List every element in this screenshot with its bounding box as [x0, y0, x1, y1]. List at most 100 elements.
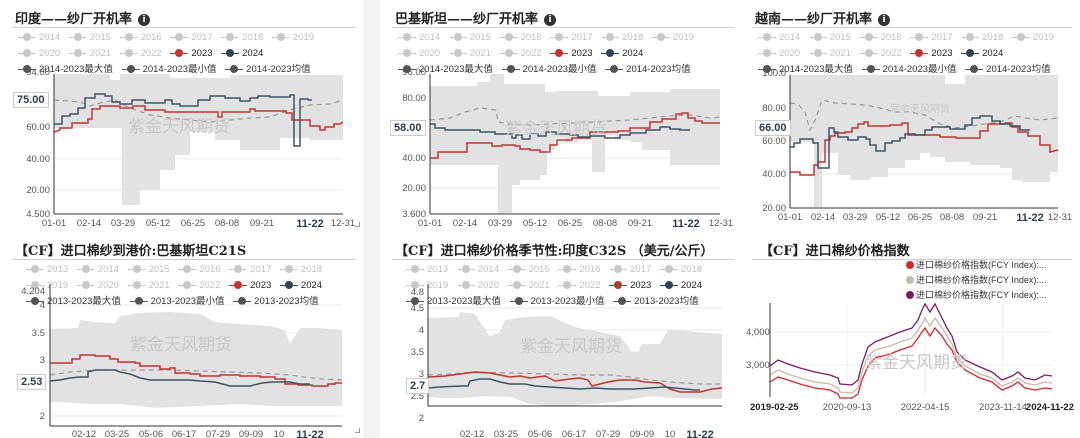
legend-item-2019[interactable]: 2019 [271, 30, 314, 46]
svg-text:4.8: 4.8 [411, 287, 424, 298]
legend-item-2018[interactable]: 2018 [659, 262, 702, 278]
legend-item-2023[interactable]: 2023 [910, 46, 952, 62]
legend-item-2018[interactable]: 2018 [601, 30, 643, 46]
legend-item-2021[interactable]: 2021 [448, 46, 491, 62]
legend-item-2022[interactable]: 2022 [119, 46, 162, 62]
legend-item-2016[interactable]: 2016 [178, 262, 220, 278]
legend-item-2017[interactable]: 2017 [550, 30, 592, 46]
legend-item-2024[interactable]: 2024 [659, 278, 702, 294]
legend-item-2020[interactable]: 2020 [456, 278, 499, 294]
legend-item-2019[interactable]: 2019 [406, 278, 448, 294]
legend-item-series-1[interactable]: 进口棉纱价格指数(FCY Index):... [906, 258, 1046, 273]
chart-plot[interactable]: 紫金天风期货 4.8 4.5 4 3.5 3 2.5 2 02-12 03-25… [380, 232, 742, 438]
legend-item-max[interactable]: 2014-2023最大值 [758, 62, 853, 78]
legend-item-2019[interactable]: 2019 [1011, 30, 1054, 46]
legend-item-2022[interactable]: 2022 [499, 46, 542, 62]
legend-item-2021[interactable]: 2021 [68, 46, 111, 62]
chart-plot[interactable]: 紫金天风期货 100.0 80.00 60.00 40.00 20.00 01-… [740, 0, 1080, 232]
legend-item-min[interactable]: 2014-2023最小值 [861, 62, 957, 78]
legend-item-2014[interactable]: 2014 [758, 30, 800, 46]
legend-item-2019[interactable]: 2019 [26, 278, 68, 294]
legend-item-2015[interactable]: 2015 [448, 30, 491, 46]
legend-item-max[interactable]: 2013-2023最大值 [26, 294, 121, 310]
legend-item-2023[interactable]: 2023 [229, 278, 271, 294]
legend-item-2014[interactable]: 2014 [398, 30, 440, 46]
legend-item-2021[interactable]: 2021 [808, 46, 851, 62]
legend-item-2020[interactable]: 2020 [758, 46, 800, 62]
legend-item-2024[interactable]: 2024 [961, 46, 1003, 62]
legend-item-max[interactable]: 2014-2023最大值 [18, 62, 113, 78]
svg-text:4.204: 4.204 [21, 286, 45, 297]
chart-plot[interactable]: 紫金天风期货 4.204 4 3.5 3 2 02-12 03-25 05-06… [0, 232, 363, 438]
chart-plot[interactable]: 紫金天风期货 4,000 3,000 2019-02-25 2020-09-13… [740, 232, 1080, 438]
legend-item-avg[interactable]: 2014-2023均值 [965, 62, 1051, 78]
legend-item-2018[interactable]: 2018 [961, 30, 1003, 46]
legend-item-2013[interactable]: 2013 [406, 262, 448, 278]
title-divider [392, 27, 734, 28]
legend-item-min[interactable]: 2014-2023最小值 [501, 62, 597, 78]
legend-item-2016[interactable]: 2016 [558, 262, 600, 278]
legend-marker-icon [26, 281, 44, 290]
legend-item-2024[interactable]: 2024 [221, 46, 263, 62]
legend-item-min[interactable]: 2013-2023最小值 [129, 294, 225, 310]
legend-item-avg[interactable]: 2013-2023均值 [233, 294, 319, 310]
svg-text:4: 4 [419, 325, 424, 336]
legend-item-max[interactable]: 2014-2023最大值 [398, 62, 493, 78]
legend-item-2019[interactable]: 2019 [651, 30, 694, 46]
legend-item-2022[interactable]: 2022 [859, 46, 902, 62]
info-icon[interactable]: i [544, 14, 557, 26]
legend-item-2016[interactable]: 2016 [859, 30, 902, 46]
chart-plot[interactable]: 紫金天风期货 96.00 80.00 40.00 20.00 3.600 01-… [380, 0, 742, 232]
legend-item-series-3[interactable]: 进口棉纱价格指数(FCY Index):... [906, 288, 1046, 303]
legend-item-2015[interactable]: 2015 [68, 30, 111, 46]
legend-item-2022[interactable]: 2022 [558, 278, 600, 294]
legend-item-2017[interactable]: 2017 [910, 30, 952, 46]
legend-item-avg[interactable]: 2014-2023均值 [225, 62, 311, 78]
info-icon[interactable]: i [138, 14, 151, 26]
legend-item-2024[interactable]: 2024 [279, 278, 322, 294]
legend-item-2015[interactable]: 2015 [507, 262, 550, 278]
legend-item-2018[interactable]: 2018 [279, 262, 322, 278]
legend-item-2021[interactable]: 2021 [127, 278, 170, 294]
legend-item-2020[interactable]: 2020 [18, 46, 60, 62]
legend-item-2013[interactable]: 2013 [26, 262, 68, 278]
chart-legend: 进口棉纱价格指数(FCY Index):... 进口棉纱价格指数(FCY Ind… [906, 258, 1046, 303]
legend-item-2016[interactable]: 2016 [499, 30, 542, 46]
chart-plot[interactable]: 紫金天风期货 94.00 60.00 40.00 20.00 4.500 01-… [0, 0, 363, 232]
legend-item-2023[interactable]: 2023 [609, 278, 651, 294]
legend-item-2014[interactable]: 2014 [18, 30, 60, 46]
svg-text:12-31: 12-31 [331, 218, 355, 229]
legend-item-2016[interactable]: 2016 [119, 30, 162, 46]
legend-item-2020[interactable]: 2020 [76, 278, 119, 294]
legend-item-series-2[interactable]: 进口棉纱价格指数(FCY Index):... [906, 273, 1046, 288]
legend-marker-icon [558, 281, 577, 290]
legend-item-2017[interactable]: 2017 [229, 262, 271, 278]
legend-item-2022[interactable]: 2022 [178, 278, 220, 294]
svg-text:03-29: 03-29 [111, 218, 135, 229]
legend-marker-icon [659, 265, 678, 274]
legend-item-2017[interactable]: 2017 [170, 30, 212, 46]
svg-text:08-08: 08-08 [215, 218, 239, 229]
legend-item-2021[interactable]: 2021 [507, 278, 550, 294]
legend-item-2023[interactable]: 2023 [170, 46, 212, 62]
legend-item-max[interactable]: 2013-2023最大值 [406, 294, 501, 310]
legend-item-avg[interactable]: 2013-2023均值 [613, 294, 699, 310]
legend-item-2024[interactable]: 2024 [601, 46, 643, 62]
resize-handle-icon[interactable] [355, 428, 360, 433]
legend-item-2020[interactable]: 2020 [398, 46, 440, 62]
legend-item-2017[interactable]: 2017 [609, 262, 651, 278]
legend-item-2015[interactable]: 2015 [808, 30, 851, 46]
legend-item-min[interactable]: 2013-2023最小值 [509, 294, 605, 310]
resize-handle-icon[interactable] [355, 222, 360, 227]
legend-item-2014[interactable]: 2014 [456, 262, 499, 278]
legend-item-2023[interactable]: 2023 [550, 46, 592, 62]
legend-marker-icon [910, 33, 929, 42]
legend-marker-icon [859, 33, 878, 42]
legend-item-2015[interactable]: 2015 [127, 262, 170, 278]
legend-item-min[interactable]: 2014-2023最小值 [121, 62, 217, 78]
legend-item-avg[interactable]: 2014-2023均值 [605, 62, 691, 78]
info-icon[interactable]: i [878, 14, 891, 26]
legend-item-2014[interactable]: 2014 [76, 262, 119, 278]
panel-title: 印度——纱厂开机率 i [15, 8, 151, 27]
legend-item-2018[interactable]: 2018 [221, 30, 263, 46]
